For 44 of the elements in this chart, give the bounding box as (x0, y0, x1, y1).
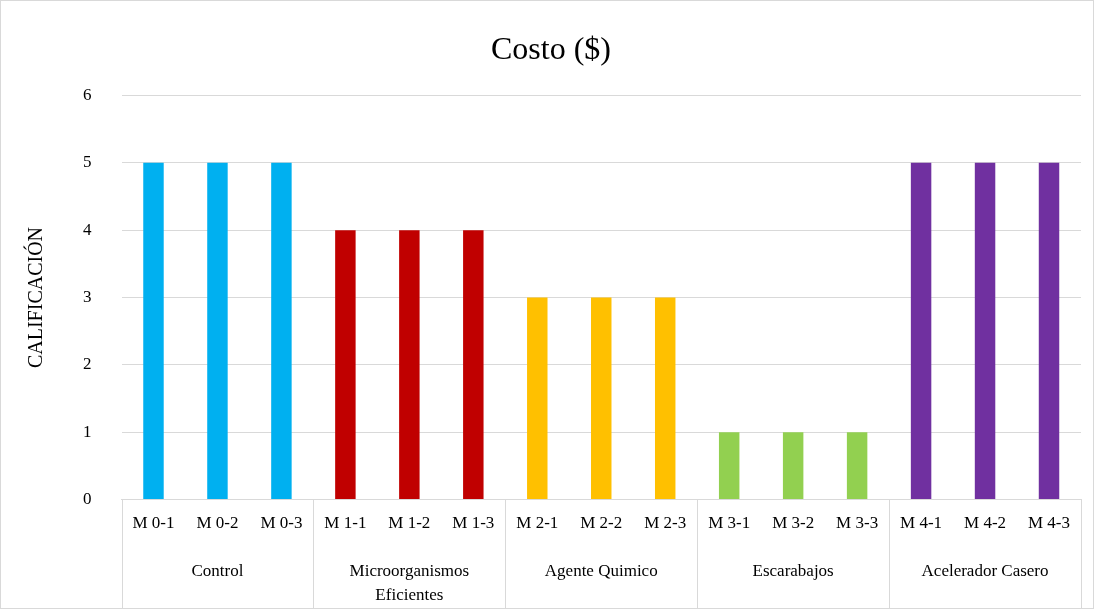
text: Acelerador Casero (921, 561, 1049, 581)
bar (335, 230, 356, 500)
y-axis-title: CALIFICACIÓN (23, 226, 47, 369)
x-tick-label: M 2-1 (516, 513, 559, 533)
y-tick-label: 5 (83, 152, 92, 172)
y-tick-label: 1 (83, 421, 92, 441)
x-tick-label: M 0-1 (132, 513, 175, 533)
bar (846, 432, 868, 500)
y-tick-label: 4 (83, 219, 92, 239)
x-tick-label: M 1-2 (388, 513, 431, 533)
bar (463, 230, 484, 500)
y-tick-label: 2 (83, 354, 92, 374)
text: Microorganismos Eficientes (349, 561, 470, 605)
x-tick-label: M 4-2 (964, 513, 1007, 533)
bar (527, 297, 548, 500)
bar (399, 230, 420, 500)
bar (271, 162, 292, 500)
text: Agente Quimico (544, 561, 658, 581)
x-tick-label: M 1-3 (452, 513, 495, 533)
bar (207, 162, 228, 500)
x-tick-label: M 3-2 (772, 513, 815, 533)
x-tick-label: M 1-1 (324, 513, 367, 533)
y-tick-label: 3 (83, 286, 92, 306)
x-tick-label: M 0-2 (196, 513, 239, 533)
bar (718, 432, 740, 500)
x-tick-label: M 3-1 (708, 513, 751, 533)
bar (782, 432, 804, 500)
y-tick-label: 6 (83, 84, 92, 104)
x-tick-label: M 3-3 (836, 513, 879, 533)
text: Escarabajos (752, 561, 834, 581)
bar (143, 162, 164, 500)
x-tick-label: M 0-3 (260, 513, 303, 533)
bar (910, 162, 932, 500)
x-tick-label: M 4-1 (900, 513, 943, 533)
x-tick-label: M 2-3 (644, 513, 687, 533)
text: Control (191, 561, 244, 581)
bar (974, 162, 996, 500)
x-tick-label: M 2-2 (580, 513, 623, 533)
chart-title: Costo ($) (491, 29, 611, 66)
y-tick-label: 0 (83, 489, 92, 509)
bar (654, 297, 676, 500)
bar (591, 297, 612, 500)
bar (1038, 162, 1060, 500)
x-tick-label: M 4-3 (1028, 513, 1071, 533)
